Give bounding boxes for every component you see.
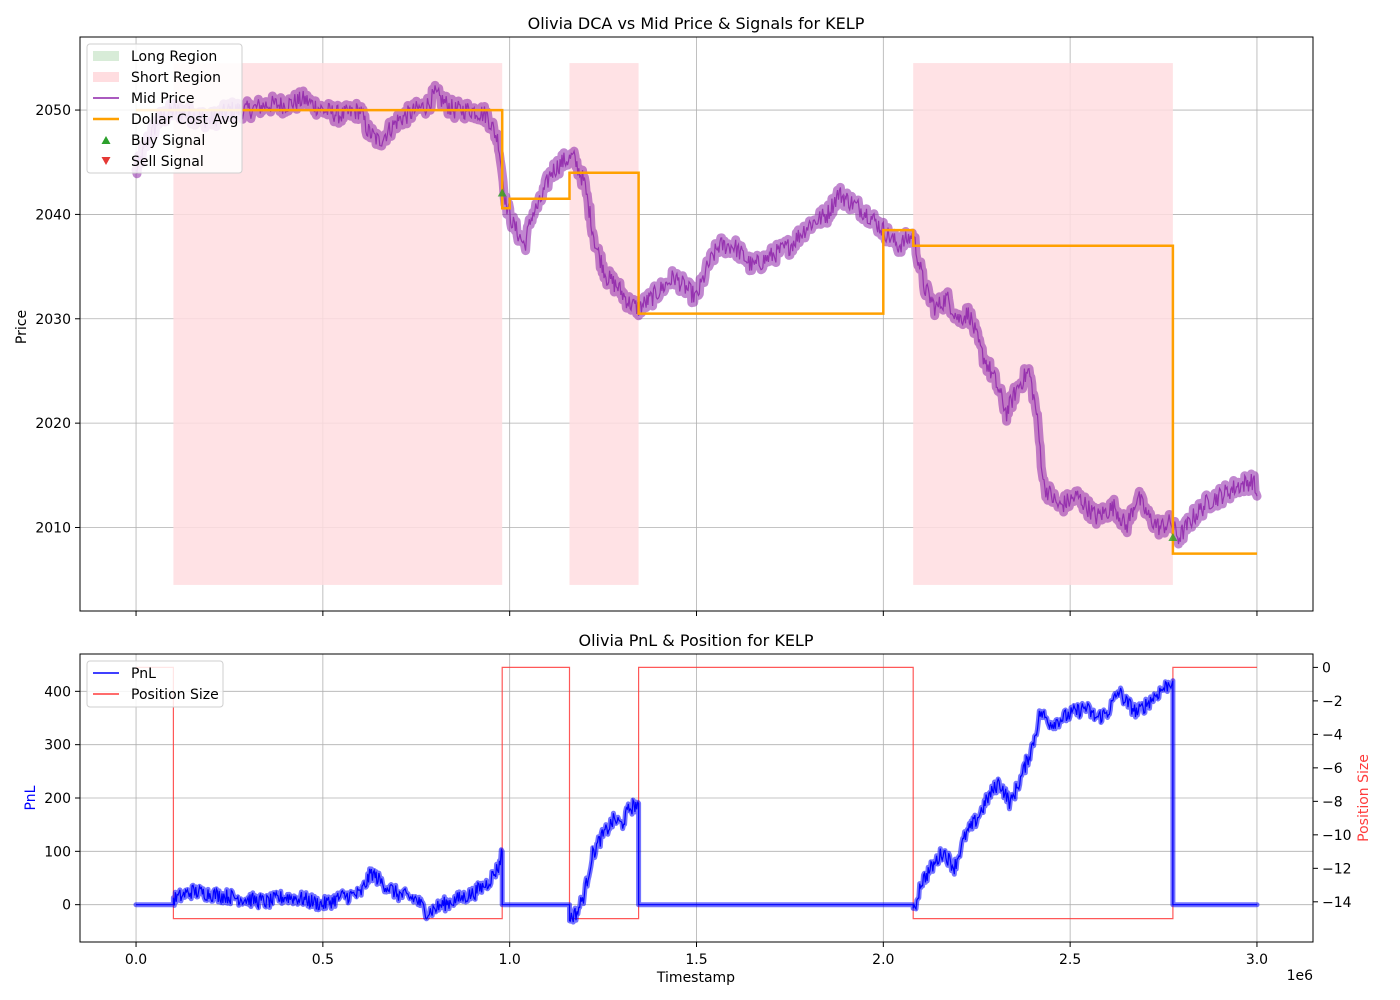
pnl-x-tick-label: 3.0 <box>1246 952 1268 968</box>
pnl-x-ticks: 0.0 0.5 1.0 1.5 2.0 2.5 3.0 <box>125 942 1268 968</box>
pnl-y-tick-label: 0 <box>62 898 71 914</box>
legend-sell-signal: Sell Signal <box>131 154 204 170</box>
legend-mid-price: Mid Price <box>131 91 194 107</box>
legend-pnl: PnL <box>131 666 156 682</box>
pnl-y-tick-label: 400 <box>44 684 71 700</box>
legend-buy-signal: Buy Signal <box>131 133 205 149</box>
price-y-tick-label: 2020 <box>35 416 71 432</box>
pnl-x-tick-label: 2.5 <box>1059 952 1081 968</box>
position-y-tick-label: −8 <box>1322 794 1343 810</box>
price-legend: Long Region Short Region Mid Price Dolla… <box>86 43 243 174</box>
position-y-tick-label: −2 <box>1322 694 1343 710</box>
price-y-axis-label: Price <box>14 310 30 344</box>
position-y-tick-label: 0 <box>1322 660 1331 676</box>
pnl-x-axis-label: Timestamp <box>656 970 735 986</box>
legend-position-size: Position Size <box>131 687 219 703</box>
position-y-ticks: 0 −2 −4 −6 −8 −10 −12 −14 <box>1313 660 1352 911</box>
pnl-x-tick-label: 1.0 <box>499 952 521 968</box>
price-y-tick-label: 2030 <box>35 312 71 328</box>
price-y-tick-label: 2040 <box>35 207 71 223</box>
legend-dollar-cost-avg: Dollar Cost Avg <box>131 112 238 128</box>
pnl-grid <box>80 654 1313 942</box>
short-region <box>569 63 639 585</box>
pnl-y-tick-label: 100 <box>44 844 71 860</box>
pnl-x-tick-label: 0.5 <box>312 952 334 968</box>
legend-buy-signal-marker <box>101 136 111 144</box>
buy-signal-marker <box>1168 532 1178 541</box>
legend-short-region: Short Region <box>131 70 221 86</box>
position-y-tick-label: −10 <box>1322 828 1352 844</box>
pnl-chart: Olivia PnL & Position for KELP 0 100 200 30… <box>23 631 1372 986</box>
price-chart: Olivia DCA vs Mid Price & Signals for KE… <box>14 14 1314 616</box>
x-axis-offset-label: 1e6 <box>1287 968 1314 984</box>
dollar-cost-avg-line <box>136 108 1257 555</box>
legend-long-region: Long Region <box>131 49 217 65</box>
pnl-line <box>136 680 1257 923</box>
legend-sell-signal-marker <box>101 157 111 165</box>
price-y-tick-label: 2050 <box>35 103 71 119</box>
pnl-chart-title: Olivia PnL & Position for KELP <box>579 631 814 650</box>
pnl-y-tick-label: 200 <box>44 791 71 807</box>
mid-price-line <box>135 85 1258 545</box>
price-y-ticks: 2010 2020 2030 2040 2050 <box>35 103 80 537</box>
legend-long-region-swatch <box>93 51 119 61</box>
price-plot-clip <box>131 80 1262 555</box>
pnl-y-axis-label: PnL <box>23 785 39 810</box>
price-chart-title: Olivia DCA vs Mid Price & Signals for KE… <box>528 14 865 33</box>
pnl-legend: PnL Position Size <box>86 660 224 708</box>
position-size-line <box>136 666 1257 920</box>
position-y-tick-label: −4 <box>1322 727 1343 743</box>
pnl-y-ticks: 0 100 200 300 400 <box>44 684 80 914</box>
pnl-x-tick-label: 0.0 <box>125 952 147 968</box>
pnl-y-tick-label: 300 <box>44 738 71 754</box>
legend-short-region-swatch <box>93 72 119 82</box>
pnl-x-tick-label: 2.0 <box>872 952 894 968</box>
buy-signal-marker <box>497 188 507 197</box>
position-y-tick-label: −12 <box>1322 861 1352 877</box>
position-y-tick-label: −14 <box>1322 895 1352 911</box>
price-y-tick-label: 2010 <box>35 521 71 537</box>
position-y-tick-label: −6 <box>1322 761 1343 777</box>
pnl-x-tick-label: 1.5 <box>685 952 707 968</box>
buy-signal-markers <box>497 188 1178 541</box>
short-regions <box>173 63 1173 585</box>
price-x-ticks <box>135 611 1258 616</box>
position-y-axis-label: Position Size <box>1356 754 1372 842</box>
